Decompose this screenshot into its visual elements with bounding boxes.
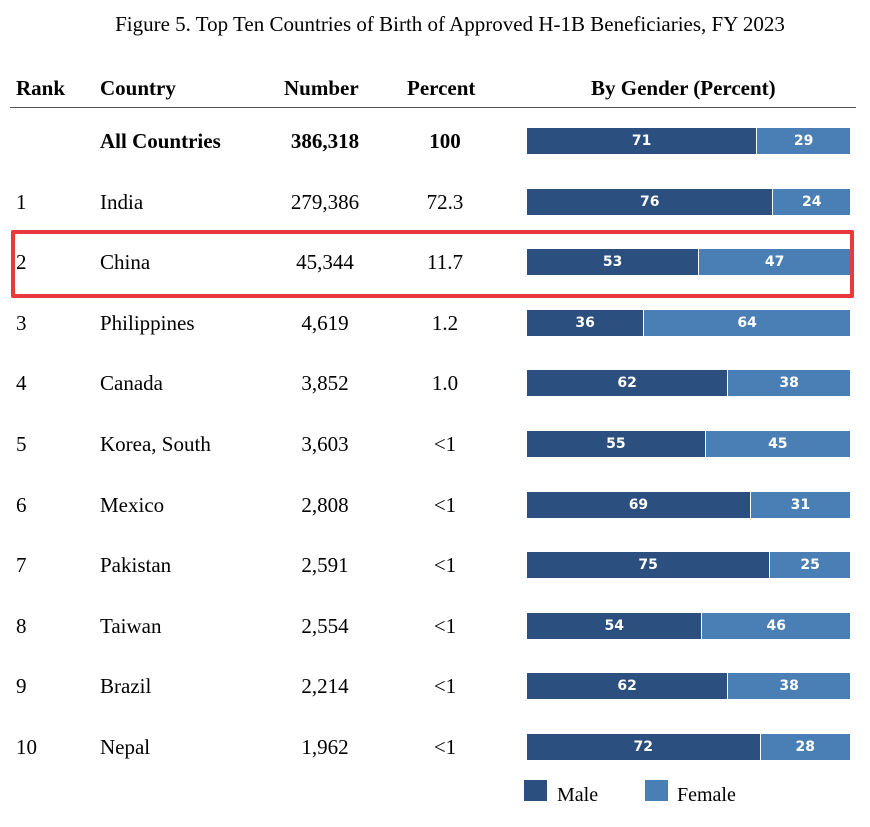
female-segment: 28: [759, 734, 850, 760]
gender-bar: 69 31: [527, 491, 850, 518]
row-rank: 6: [16, 492, 27, 517]
female-segment: 38: [727, 370, 850, 397]
row-percent: 72.3: [426, 189, 464, 214]
male-segment: 71: [527, 128, 757, 154]
row-number: 2,214: [301, 674, 349, 699]
male-segment: 62: [527, 673, 728, 700]
row-rank: 3: [16, 310, 27, 335]
row-number: 386,318: [290, 129, 360, 153]
female-segment: 45: [704, 431, 850, 457]
male-segment: 62: [527, 370, 728, 397]
row-rank: 5: [16, 432, 27, 456]
female-segment: 38: [727, 673, 850, 700]
row-rank: 9: [16, 674, 27, 699]
header-percent: Percent: [407, 76, 476, 100]
row-number: 3,603: [301, 432, 349, 456]
row-country: Philippines: [100, 310, 195, 335]
male-segment: 36: [527, 309, 644, 336]
male-segment: 53: [527, 249, 699, 276]
row-percent: <1: [433, 432, 457, 456]
row-number: 2,554: [301, 613, 349, 638]
row-number: 4,619: [301, 310, 349, 335]
row-rank: 2: [16, 250, 27, 275]
legend-male-swatch: [524, 780, 547, 801]
row-country: Nepal: [100, 735, 151, 759]
row-percent: <1: [433, 674, 457, 699]
gender-bar: 53 47: [527, 249, 850, 276]
female-segment: 25: [769, 552, 850, 579]
china-highlight-box: [11, 230, 854, 298]
legend-female-label: Female: [677, 784, 736, 806]
row-number: 279,386: [290, 189, 360, 214]
row-percent: <1: [433, 492, 457, 517]
row-rank: 4: [16, 371, 27, 396]
row-country: Pakistan: [100, 553, 172, 578]
male-segment: 76: [527, 188, 773, 215]
row-rank: 10: [16, 735, 37, 759]
male-segment: 69: [527, 491, 750, 518]
gender-bar: 62 38: [527, 370, 850, 397]
female-segment: 46: [701, 612, 850, 639]
row-country: Brazil: [100, 674, 152, 699]
gender-bar: 55 45: [527, 431, 850, 457]
female-segment: 47: [698, 249, 850, 276]
gender-bar: 62 38: [527, 673, 850, 700]
row-country: China: [100, 250, 151, 275]
row-country: Canada: [100, 371, 163, 396]
header-country: Country: [100, 76, 176, 100]
female-segment: 64: [643, 309, 850, 336]
row-country: India: [100, 189, 144, 214]
row-percent: <1: [433, 613, 457, 638]
gender-bar: 36 64: [527, 309, 850, 336]
row-country: All Countries: [100, 129, 221, 153]
row-country: Korea, South: [100, 432, 211, 456]
chart-title: Figure 5. Top Ten Countries of Birth of …: [115, 12, 785, 36]
header-gender: By Gender (Percent): [591, 76, 776, 100]
gender-bar: 54 46: [527, 612, 850, 639]
gender-bar: 75 25: [527, 552, 850, 579]
row-rank: 1: [16, 189, 27, 214]
row-number: 2,808: [301, 492, 349, 517]
legend-male-label: Male: [557, 784, 599, 806]
row-rank: 7: [16, 553, 27, 578]
header-rule: [10, 107, 856, 108]
row-percent: 100: [429, 129, 461, 153]
row-number: 45,344: [296, 250, 354, 275]
row-country: Taiwan: [100, 613, 162, 638]
female-segment: 29: [756, 128, 850, 154]
row-number: 1,962: [301, 735, 349, 759]
female-segment: 24: [772, 188, 850, 215]
row-percent: 11.7: [427, 250, 463, 275]
gender-bar: 72 28: [527, 734, 850, 760]
gender-bar: 71 29: [527, 128, 850, 154]
row-rank: 8: [16, 613, 27, 638]
header-number: Number: [284, 76, 359, 100]
gender-bar: 76 24: [527, 188, 850, 215]
male-segment: 72: [527, 734, 760, 760]
row-percent: 1.2: [431, 310, 459, 335]
header-rank: Rank: [16, 76, 66, 100]
row-percent: <1: [433, 735, 457, 759]
row-number: 3,852: [301, 371, 349, 396]
row-number: 2,591: [301, 553, 349, 578]
row-percent: <1: [433, 553, 457, 578]
row-percent: 1.0: [431, 371, 459, 396]
male-segment: 55: [527, 431, 705, 457]
legend-female-swatch: [645, 780, 668, 801]
male-segment: 75: [527, 552, 770, 579]
female-segment: 31: [749, 491, 850, 518]
male-segment: 54: [527, 612, 702, 639]
row-country: Mexico: [100, 492, 165, 517]
